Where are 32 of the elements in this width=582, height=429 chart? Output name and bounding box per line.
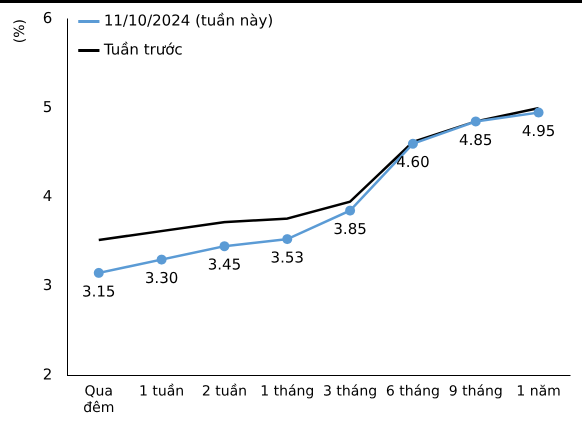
legend-label: 11/10/2024 (tuần này) [104,11,274,30]
x-tick-label: 3 tháng [323,383,378,400]
y-tick-label: 2 [42,365,52,384]
x-tick-label: 9 tháng [448,383,503,400]
x-tick-label: 2 tuần [202,383,248,400]
data-label: 3.15 [82,282,116,300]
point [94,268,104,278]
y-tick-label: 3 [42,276,52,294]
y-tick-label: 4 [42,187,52,206]
data-label: 4.85 [459,130,492,149]
y-tick-label: 5 [42,98,52,116]
data-label: 3.45 [208,256,242,274]
data-label: 3.85 [333,220,367,238]
x-tick-label: 1 tháng [260,383,314,400]
point [534,108,544,118]
y-tick-label: 6 [42,8,52,27]
point [345,206,356,216]
x-tick-label: 6 tháng [386,383,440,400]
point [408,138,418,149]
x-tick-label: Qua đêm [83,383,114,416]
legend-label: Tuần trước [102,40,183,58]
data-label: 3.30 [144,268,178,287]
point [282,234,292,244]
data-label: 4.60 [396,153,430,172]
data-label: 4.95 [522,122,556,140]
y-axis-title: (%) [12,19,28,44]
data-label: 3.53 [270,248,304,266]
point [156,254,167,265]
x-tick-label: 1 tuần [139,383,184,400]
point [219,241,230,252]
x-tick-label: 1 năm [516,383,561,400]
point [470,116,481,126]
